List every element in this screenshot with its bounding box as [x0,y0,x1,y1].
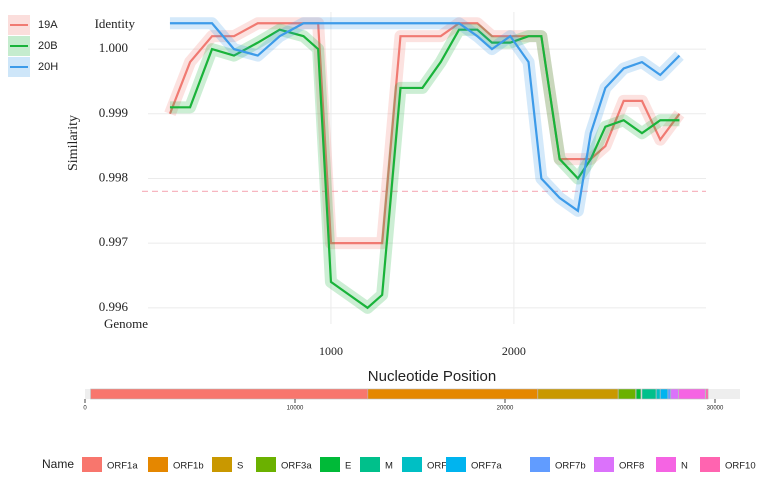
legend-label: 19A [38,19,58,31]
legend-swatch [82,457,102,472]
legend-swatch [530,457,550,472]
gene-segment [617,388,636,400]
legend-label: 20B [38,40,58,52]
legend-swatch [594,457,614,472]
annotation: Genome [104,316,148,331]
genome-tick-label: 20000 [497,406,514,412]
y-axis-title: Similarity [66,115,81,171]
legend-swatch [148,457,168,472]
legend-swatch [446,457,466,472]
legend-swatch [256,457,276,472]
legend-label: ORF10 [725,461,756,472]
series-line [168,22,681,245]
gene-segment [367,388,538,400]
legend-label: S [237,461,243,472]
legend-label: 20H [38,61,58,73]
y-tick-label: 0.997 [99,234,129,249]
legend-swatch [402,457,422,472]
legend-title: Name [42,457,74,471]
gene-segment [705,388,709,400]
y-tick-label: 0.998 [99,169,128,184]
legend-swatch [320,457,340,472]
genome-tick-label: 30000 [707,406,724,412]
legend-swatch [656,457,676,472]
gene-segment [667,388,671,400]
legend-label: ORF6 [427,461,452,472]
series-band [169,23,680,314]
legend-label: ORF8 [619,461,644,472]
x-axis-title: Nucleotide Position [368,368,496,385]
legend-swatch [212,457,232,472]
gene-segment [655,388,661,400]
legend-label: ORF7a [471,461,502,472]
gene-segment [537,388,619,400]
legend-label: ORF1a [107,461,138,472]
legend-swatch [360,457,380,472]
y-tick-label: 1.000 [99,40,128,55]
y-tick-label: 0.999 [99,105,128,120]
annotation: Identity [95,16,136,31]
gene-segment [635,388,642,400]
genome-tick-label: 0 [83,406,87,412]
series-line [169,22,681,213]
legend-label: M [385,461,393,472]
genome-tick-label: 10000 [287,406,304,412]
gene-segment [641,388,657,400]
legend-label: ORF7b [555,461,586,472]
x-tick-label: 1000 [319,344,343,358]
legend-label: ORF3a [281,461,312,472]
gene-segment [659,388,669,400]
gene-segment [670,388,679,400]
legend-label: ORF1b [173,461,204,472]
y-tick-label: 0.996 [99,299,129,314]
gene-segment [90,388,369,400]
legend-swatch [700,457,720,472]
x-tick-label: 2000 [502,344,526,358]
series-line [169,28,680,310]
legend-label: N [681,461,688,472]
legend-label: E [345,461,351,472]
gene-segment [678,388,706,400]
